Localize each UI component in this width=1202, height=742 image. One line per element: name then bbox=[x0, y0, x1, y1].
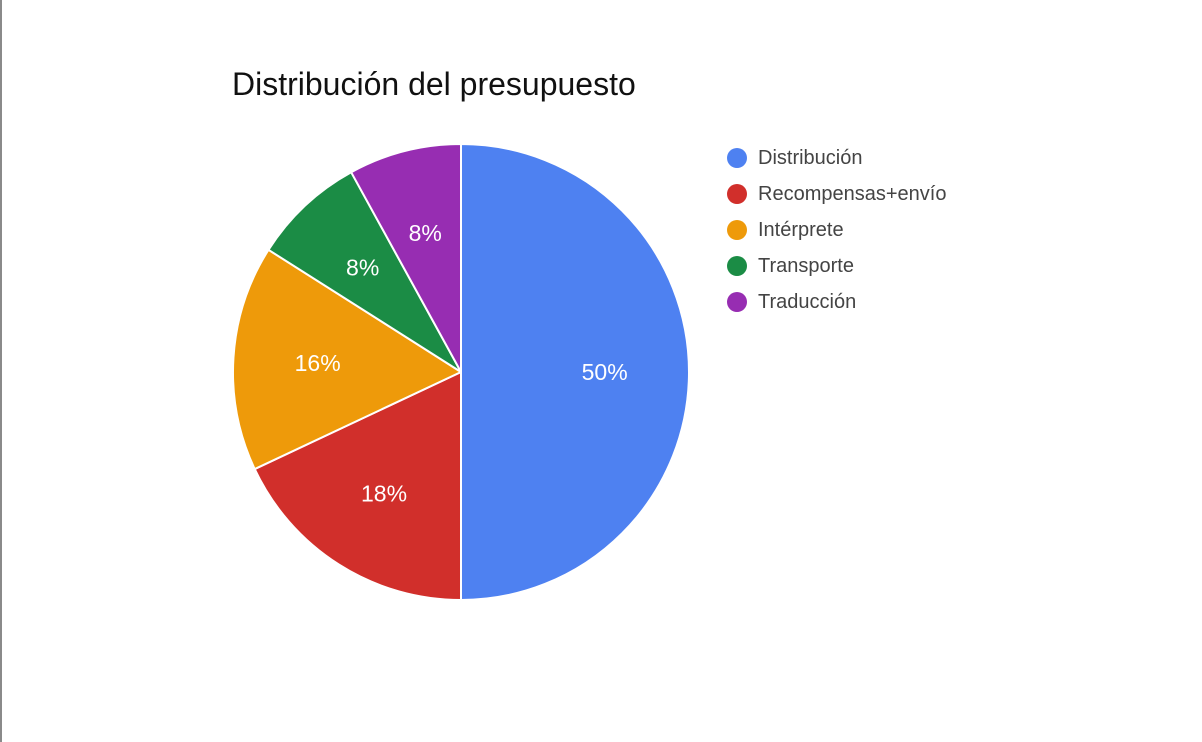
legend-swatch bbox=[727, 220, 747, 240]
legend-item-distribucion[interactable]: Distribución bbox=[727, 140, 946, 176]
legend-swatch bbox=[727, 184, 747, 204]
pie-slice-distribucion[interactable] bbox=[460, 143, 690, 601]
pie-slice-recompensas-envio[interactable] bbox=[253, 371, 462, 601]
chart-legend: Distribución Recompensas+envío Intérpret… bbox=[727, 140, 946, 320]
legend-item-transporte[interactable]: Transporte bbox=[727, 248, 946, 284]
slice-label-recompensas-envio: 18% bbox=[361, 480, 407, 506]
pie-slice-traduccion[interactable] bbox=[350, 143, 462, 373]
legend-item-traduccion[interactable]: Traducción bbox=[727, 284, 946, 320]
legend-label: Recompensas+envío bbox=[758, 182, 947, 205]
slice-label-distribucion: 50% bbox=[582, 359, 628, 385]
legend-swatch bbox=[727, 292, 747, 312]
legend-label: Transporte bbox=[758, 254, 854, 277]
pie-slice-transporte[interactable] bbox=[267, 171, 462, 373]
legend-swatch bbox=[727, 148, 747, 168]
legend-item-interprete[interactable]: Intérprete bbox=[727, 212, 946, 248]
slice-label-interprete: 16% bbox=[295, 350, 341, 376]
slice-label-traduccion: 8% bbox=[409, 220, 442, 246]
legend-label: Distribución bbox=[758, 146, 863, 169]
legend-label: Intérprete bbox=[758, 218, 844, 241]
slice-label-transporte: 8% bbox=[346, 254, 379, 280]
legend-label: Traducción bbox=[758, 290, 857, 313]
legend-swatch bbox=[727, 256, 747, 276]
window-edge bbox=[0, 0, 2, 742]
pie-slice-interprete[interactable] bbox=[232, 248, 462, 471]
chart-title: Distribución del presupuesto bbox=[232, 66, 636, 102]
legend-item-recompensas-envio[interactable]: Recompensas+envío bbox=[727, 176, 946, 212]
